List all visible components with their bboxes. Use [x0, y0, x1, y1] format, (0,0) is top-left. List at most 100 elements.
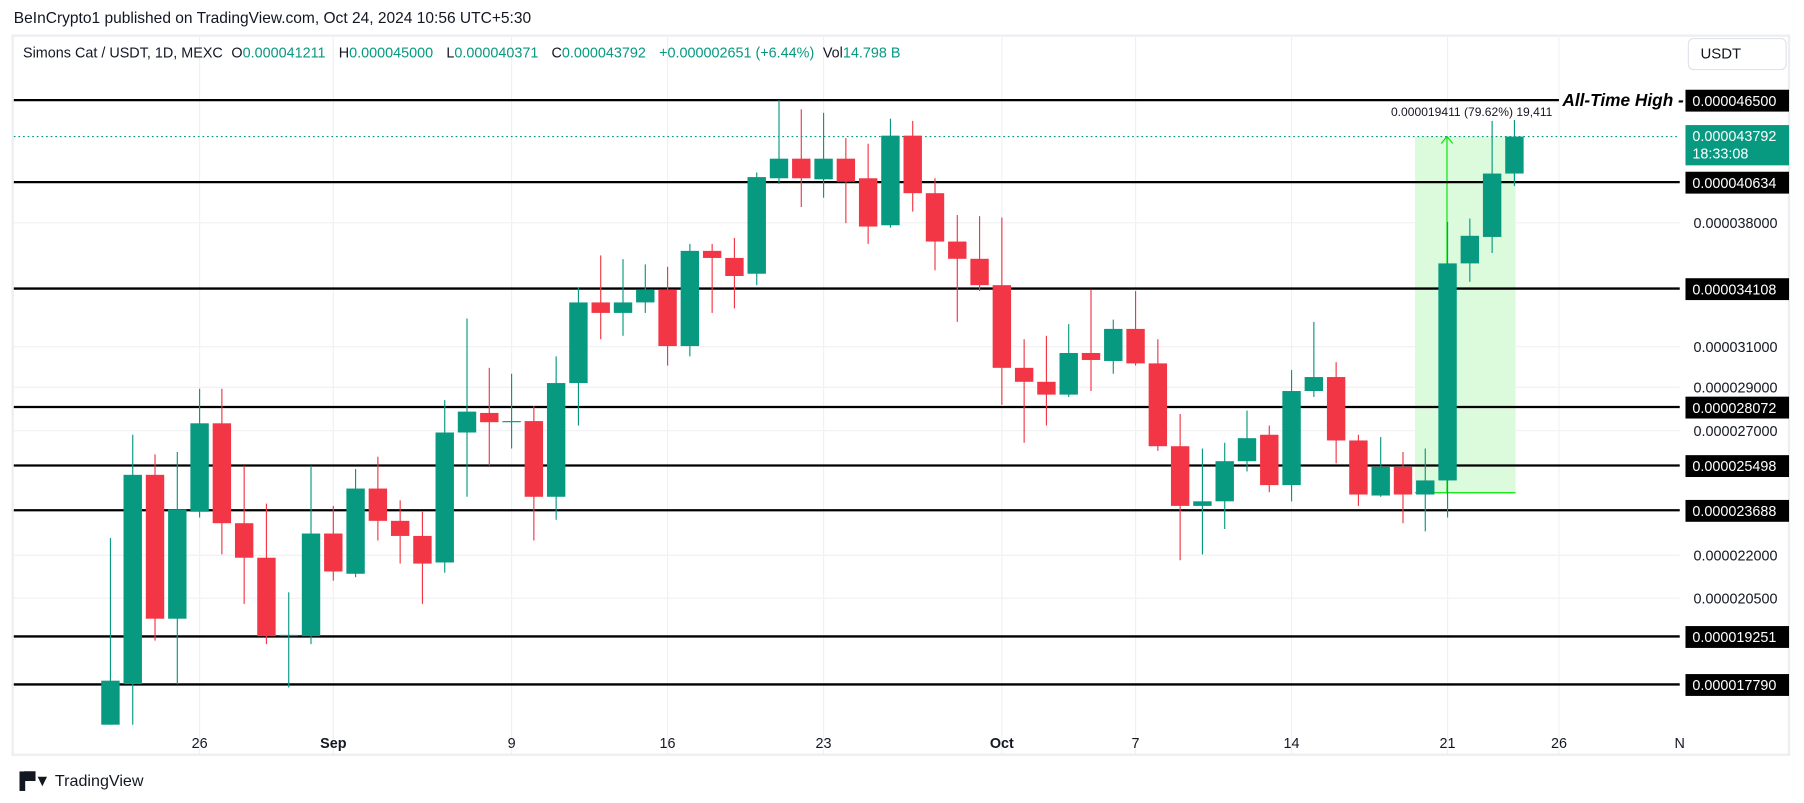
candle-down: [413, 511, 432, 604]
last-price-tag: [1685, 125, 1790, 166]
candle-body: [1282, 391, 1301, 486]
price-tick-label: 0.000029000: [1694, 380, 1778, 396]
candle-up: [546, 356, 566, 520]
time-axis: 26 Sep 9 16 23 Oct 7 14 21 26 N: [192, 736, 1685, 752]
candle-body: [212, 423, 232, 524]
candle-down: [257, 503, 276, 645]
time-tick-label: 7: [1132, 736, 1140, 752]
candle-body: [1014, 367, 1034, 382]
symbol-name[interactable]: Simons Cat / USDT, 1D, MEXC: [23, 44, 223, 61]
high-value: 0.000045000: [349, 44, 434, 61]
candle-up: [502, 373, 521, 449]
candle-down: [1081, 289, 1101, 392]
candle-down: [234, 465, 254, 604]
candle-down: [702, 243, 722, 313]
candle-up: [1104, 319, 1123, 374]
candle-body: [1037, 381, 1056, 395]
candle-up: [101, 538, 120, 725]
candle-up: [1282, 370, 1301, 502]
time-tick-label: N: [1675, 736, 1685, 752]
candle-down: [1326, 362, 1346, 464]
tradingview-footer[interactable]: ▐▀▼ TradingView: [14, 771, 144, 789]
candle-down: [212, 388, 232, 555]
candle-down: [970, 216, 989, 292]
candle-body: [858, 178, 878, 227]
all-time-high-note: All-Time High -: [1561, 90, 1684, 110]
candle-up: [680, 243, 700, 357]
price-tick-label: 0.000027000: [1694, 424, 1778, 440]
candle-down: [1037, 335, 1056, 426]
candle-body: [257, 557, 276, 637]
candle-body: [480, 412, 499, 423]
candle-up: [457, 318, 477, 497]
candle-up: [1193, 448, 1212, 555]
candles: [101, 100, 1524, 725]
candle-body: [948, 241, 967, 259]
candle-body: [413, 535, 432, 564]
time-tick-label: 26: [192, 736, 208, 752]
candle-body: [1438, 263, 1457, 481]
measure-arrow-head-icon: [1440, 135, 1454, 144]
candle-down: [992, 217, 1012, 405]
candle-body: [702, 250, 722, 258]
candle-body: [1104, 328, 1123, 361]
low-value: 0.000040371: [454, 44, 539, 61]
currency-button[interactable]: USDT: [1687, 37, 1787, 71]
candle-down: [390, 500, 410, 564]
candle-down: [858, 143, 878, 244]
candle-up: [1215, 442, 1234, 530]
price-tick-label: 0.000022000: [1694, 548, 1778, 564]
candle-up: [346, 469, 365, 578]
candle-up: [636, 264, 655, 313]
candle-up: [1304, 321, 1324, 397]
candle-down: [324, 505, 343, 581]
candle-up: [1505, 120, 1524, 187]
level-price-label: 0.000019251: [1692, 630, 1776, 646]
candle-body: [658, 289, 677, 347]
level-price-tag: [1685, 89, 1790, 112]
candle-up: [569, 287, 588, 426]
candle-down: [836, 138, 856, 224]
close-label: C: [551, 44, 562, 61]
candle-up: [613, 259, 633, 336]
candle-up: [1371, 437, 1390, 497]
candle-up: [1438, 221, 1457, 518]
candle-body: [368, 488, 388, 521]
candle-body: [569, 302, 588, 384]
candle-down: [658, 266, 677, 366]
price-tick-label: 0.000031000: [1694, 340, 1778, 356]
candle-body: [1148, 363, 1168, 447]
ohlc-legend: Simons Cat / USDT, 1D, MEXC O0.000041211…: [23, 45, 910, 61]
low-label: L: [446, 44, 455, 61]
time-tick-label: 16: [660, 736, 676, 752]
candle-body: [301, 533, 321, 637]
price-range-measure: 0.000019411 (79.62%) 19,411: [1391, 105, 1553, 494]
candle-up: [168, 452, 187, 685]
candle-body: [234, 523, 254, 558]
time-tick-label: Sep: [320, 736, 347, 752]
candle-body: [1304, 377, 1324, 392]
candle-body: [1237, 438, 1257, 462]
open-label: O: [231, 44, 243, 61]
candle-body: [1326, 377, 1346, 441]
time-tick-label: 14: [1284, 736, 1300, 752]
candle-body: [769, 158, 789, 179]
candle-up: [279, 592, 298, 688]
candle-body: [814, 158, 833, 180]
close-value: 0.000043792: [561, 44, 646, 61]
last-price-label: 0.000043792: [1692, 129, 1776, 145]
candle-body: [1482, 173, 1502, 237]
level-price-label: 0.000040634: [1692, 176, 1776, 192]
candle-down: [948, 215, 967, 322]
candle-body: [1193, 501, 1212, 506]
candle-down: [591, 255, 610, 340]
candle-body: [1215, 461, 1234, 502]
level-price-label: 0.000028072: [1692, 401, 1776, 417]
countdown-label: 18:33:08: [1692, 146, 1748, 162]
level-price-tag: [1685, 171, 1790, 194]
candle-body: [747, 177, 766, 274]
level-price-tag: [1685, 278, 1790, 301]
level-price-tag: [1685, 626, 1790, 648]
